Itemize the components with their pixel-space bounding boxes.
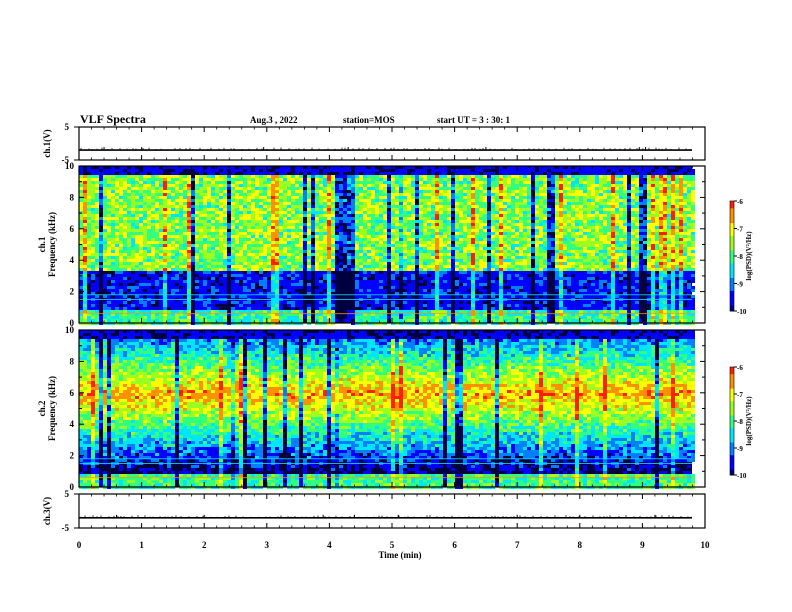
colorbar-tick-label: -8 bbox=[737, 418, 743, 426]
x-tick-label: 9 bbox=[640, 540, 645, 550]
colorbar-tick-label: -6 bbox=[737, 364, 743, 372]
x-tick-label: 4 bbox=[327, 540, 332, 550]
x-tick-label: 5 bbox=[390, 540, 395, 550]
y-tick-label: 2 bbox=[70, 287, 75, 297]
y-tick-label: 5 bbox=[65, 122, 70, 132]
x-tick-label: 2 bbox=[202, 540, 207, 550]
x-tick-label: 7 bbox=[515, 540, 520, 550]
spectrogram-2 bbox=[79, 330, 695, 489]
y-tick-label: 10 bbox=[65, 325, 75, 335]
colorbar-2 bbox=[729, 366, 737, 476]
colorbar-tick-label: -10 bbox=[737, 472, 747, 480]
y-tick-label: 0 bbox=[70, 318, 75, 328]
y-tick-label: -5 bbox=[62, 155, 70, 165]
y-tick-label: 8 bbox=[70, 356, 75, 366]
y-axis-label: ch.1(V) bbox=[42, 129, 52, 157]
start-time-label: start UT = 3 : 30: 1 bbox=[437, 115, 510, 125]
x-tick-label: 6 bbox=[452, 540, 457, 550]
voltage-trace-3 bbox=[79, 514, 692, 519]
panel-frame bbox=[78, 493, 706, 529]
colorbar-tick-label: -7 bbox=[737, 226, 743, 234]
y-tick-label: 4 bbox=[70, 255, 75, 265]
colorbar-tick-label: -8 bbox=[737, 253, 743, 261]
y-tick-label: 4 bbox=[70, 419, 75, 429]
y-tick-label: 8 bbox=[70, 192, 75, 202]
x-tick-label: 10 bbox=[701, 540, 711, 550]
y-tick-label: -5 bbox=[62, 523, 70, 533]
y-tick-label: 6 bbox=[70, 388, 75, 398]
y-tick-label: 10 bbox=[65, 161, 75, 171]
colorbar-1 bbox=[729, 200, 737, 312]
colorbar-tick-label: -6 bbox=[737, 198, 743, 206]
y-tick-label: 5 bbox=[65, 489, 70, 499]
y-axis-label: ch.2Frequency (kHz) bbox=[37, 376, 57, 441]
station-label: station=MOS bbox=[343, 115, 395, 125]
voltage-trace-1 bbox=[79, 147, 692, 151]
colorbar-tick-label: -10 bbox=[737, 308, 747, 316]
colorbar-tick-label: -7 bbox=[737, 391, 743, 399]
colorbar-tick-label: -9 bbox=[737, 281, 743, 289]
spectrogram-1 bbox=[79, 166, 695, 325]
x-tick-label: 3 bbox=[265, 540, 270, 550]
date-label: Aug.3 , 2022 bbox=[250, 115, 298, 125]
x-tick-label: 1 bbox=[139, 540, 144, 550]
y-tick-label: 2 bbox=[70, 451, 75, 461]
y-axis-label: ch.3(V) bbox=[42, 497, 52, 525]
x-tick-label: 0 bbox=[77, 540, 82, 550]
y-tick-label: 6 bbox=[70, 224, 75, 234]
chart-title: VLF Spectra bbox=[80, 112, 146, 126]
x-tick-label: 8 bbox=[578, 540, 583, 550]
colorbar-tick-label: -9 bbox=[737, 445, 743, 453]
y-axis-label: ch.1Frequency (kHz) bbox=[37, 212, 57, 277]
colorbar-label: log(PSD)(V²/Hz) bbox=[745, 396, 753, 446]
colorbar-label: log(PSD)(V²/Hz) bbox=[745, 231, 753, 281]
y-tick-label: 0 bbox=[70, 482, 75, 492]
x-axis-label: Time (min) bbox=[378, 550, 421, 560]
